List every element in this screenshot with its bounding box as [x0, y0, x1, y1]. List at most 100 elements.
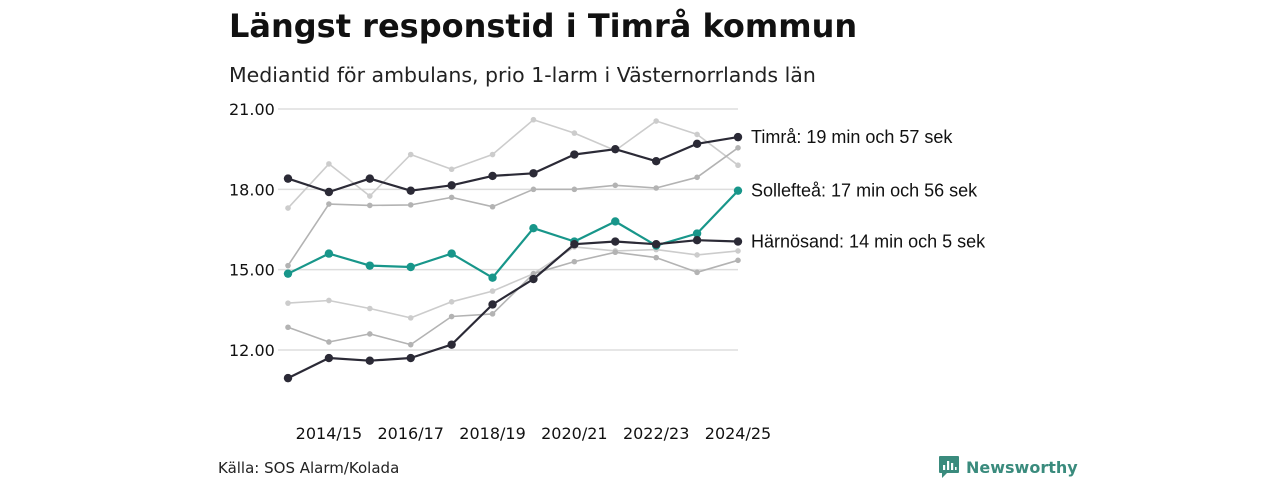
data-point	[529, 274, 538, 284]
data-point	[651, 157, 661, 166]
series-timr	[283, 132, 743, 197]
series-vrig-kommun-3	[285, 244, 741, 321]
data-point	[735, 162, 741, 169]
data-point	[692, 236, 702, 245]
x-axis: 2014/15 2016/17 2018/19 2020/21 2022/23 2024/…	[296, 424, 772, 443]
data-point	[285, 205, 291, 211]
series-label: Sollefteå: 17 min och 56 sek	[751, 181, 978, 201]
data-point	[407, 341, 414, 348]
data-point	[653, 118, 659, 124]
x-tick-label: 2018/19	[459, 424, 525, 443]
data-point	[530, 116, 537, 123]
series-labels: Timrå: 19 min och 57 sek Sollefteå: 17 mi…	[751, 127, 986, 251]
data-point	[365, 356, 375, 365]
data-point	[447, 249, 456, 258]
data-point	[488, 171, 497, 181]
series-line	[287, 246, 739, 319]
data-point	[571, 258, 578, 265]
data-point	[367, 193, 373, 199]
series-vrig-kommun-4	[285, 249, 741, 348]
x-tick-label: 2024/25	[705, 424, 771, 443]
data-point	[735, 248, 741, 254]
data-point	[733, 237, 743, 246]
series-line	[287, 251, 739, 346]
newsworthy-logo-icon	[939, 456, 959, 478]
series-label: Timrå: 19 min och 57 sek	[751, 127, 953, 147]
series-line	[287, 147, 739, 267]
data-point	[692, 229, 702, 238]
data-point	[285, 262, 291, 269]
data-point	[407, 202, 414, 208]
data-point	[529, 169, 538, 178]
data-point	[653, 185, 659, 191]
series-h-rn-sand	[283, 236, 743, 383]
data-point	[324, 353, 334, 363]
data-point	[489, 288, 496, 294]
y-axis: 12.00 15.00 18.00 21.00	[229, 100, 275, 360]
data-point	[694, 252, 700, 258]
data-point	[733, 186, 743, 195]
data-point	[612, 182, 619, 189]
data-point	[570, 150, 579, 159]
data-point	[448, 299, 455, 305]
data-point	[448, 166, 455, 173]
chart-subtitle: Mediantid för ambulans, prio 1-larm i Vä…	[229, 63, 816, 87]
data-point	[285, 300, 291, 306]
data-point	[651, 240, 661, 249]
brand-logo: Newsworthy	[938, 455, 1078, 479]
y-tick-label: 12.00	[229, 341, 275, 360]
data-point	[612, 249, 619, 256]
data-point	[571, 186, 578, 193]
data-point	[735, 145, 741, 151]
data-point	[406, 353, 415, 363]
data-point	[570, 240, 579, 249]
x-tick-label: 2014/15	[296, 424, 362, 443]
series-vrig-kommun-1	[285, 116, 741, 211]
data-point	[489, 311, 496, 317]
data-point	[529, 223, 538, 233]
data-point	[326, 201, 332, 207]
data-point	[694, 131, 700, 138]
series-line	[287, 189, 739, 279]
data-point	[694, 174, 700, 181]
source-note: Källa: SOS Alarm/Kolada	[218, 459, 400, 477]
data-point	[735, 257, 741, 264]
data-point	[694, 269, 700, 276]
data-point	[407, 151, 414, 158]
data-point	[285, 324, 291, 331]
data-point	[406, 262, 415, 272]
data-point	[733, 132, 743, 142]
data-point	[367, 202, 373, 209]
data-point	[283, 174, 293, 183]
data-point	[489, 203, 496, 210]
data-point	[367, 305, 373, 312]
data-point	[447, 181, 456, 190]
data-point	[365, 174, 375, 183]
data-point	[326, 339, 332, 345]
data-point	[488, 300, 497, 309]
grid-layer	[278, 108, 738, 351]
data-point	[407, 315, 414, 321]
data-point	[326, 297, 332, 304]
series-line	[287, 239, 739, 380]
data-point	[406, 186, 415, 195]
data-point	[611, 217, 620, 226]
y-tick-label: 21.00	[229, 100, 275, 119]
data-point	[448, 194, 455, 201]
series-sollefte	[283, 186, 743, 282]
x-tick-label: 2016/17	[377, 424, 443, 443]
data-point	[653, 254, 659, 261]
x-tick-label: 2022/23	[623, 424, 689, 443]
data-point	[530, 186, 537, 193]
series-label: Härnösand: 14 min och 5 sek	[751, 232, 986, 252]
chart-title: Längst responstid i Timrå kommun	[229, 7, 858, 45]
y-tick-label: 15.00	[229, 261, 275, 280]
series-line	[287, 118, 739, 209]
data-point	[367, 331, 373, 337]
data-point	[326, 161, 332, 167]
data-point	[488, 273, 497, 282]
data-point	[324, 249, 334, 258]
y-tick-label: 18.00	[229, 180, 275, 199]
data-point	[365, 261, 375, 270]
